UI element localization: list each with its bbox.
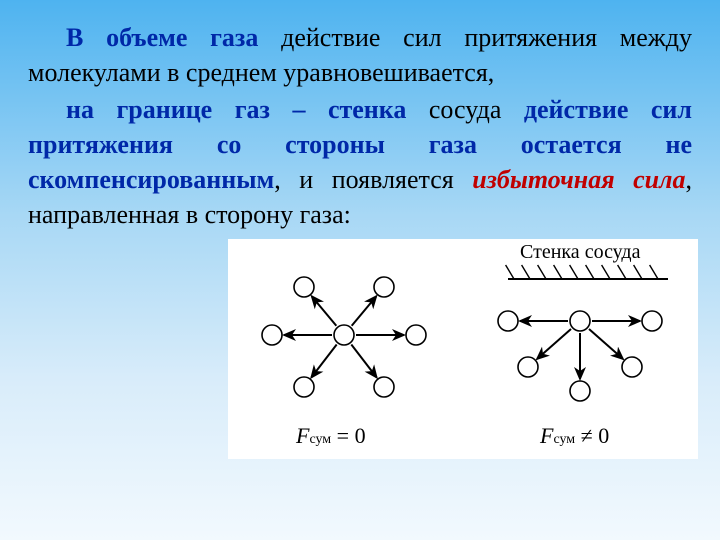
- left-eq: = 0: [337, 423, 366, 448]
- p1-emph: В объеме газа: [66, 23, 258, 52]
- diagram-panel: Стенка сосуда Fсум = 0 Fсум ≠ 0: [228, 239, 698, 459]
- left-sub: сум: [309, 432, 331, 447]
- paragraph-1: В объеме газа действие сил притяжения ме…: [28, 20, 692, 90]
- body-text: В объеме газа действие сил притяжения ме…: [28, 20, 692, 233]
- right-formula: Fсум ≠ 0: [540, 423, 609, 449]
- slide-root: В объеме газа действие сил притяжения ме…: [0, 0, 720, 540]
- p2-s5: избыточная сила: [472, 165, 685, 194]
- p2-s1: на границе газ – стенка: [66, 95, 406, 124]
- paragraph-2: на границе газ – стенка сосуда действие …: [28, 92, 692, 232]
- p2-s2: сосуда: [406, 95, 524, 124]
- left-formula: Fсум = 0: [296, 423, 366, 449]
- right-eq: ≠ 0: [581, 423, 610, 448]
- left-F: F: [296, 423, 309, 448]
- right-F: F: [540, 423, 553, 448]
- p2-s4: , и появляется: [274, 165, 472, 194]
- right-sub: сум: [553, 432, 575, 447]
